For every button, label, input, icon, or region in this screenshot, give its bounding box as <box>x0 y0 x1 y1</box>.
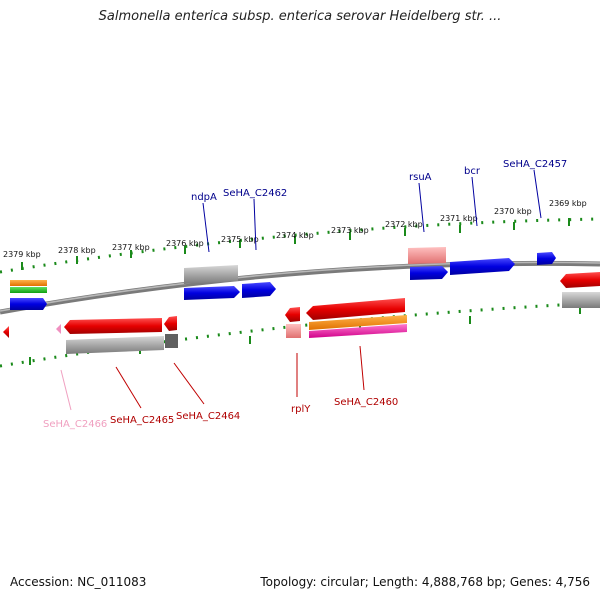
gene-gray-top <box>184 265 238 284</box>
scale-label: 2370 kbp <box>494 207 532 216</box>
gene-gray-right <box>562 292 600 308</box>
gene-SeHA-C2457 <box>537 252 556 265</box>
leader-line <box>173 362 205 405</box>
leader-line <box>418 182 425 233</box>
map-title: Salmonella enterica subsp. enterica sero… <box>98 9 502 24</box>
accession-text: Accession: NC_011083 <box>10 575 147 589</box>
gene-label: SeHA_C2464 <box>176 411 240 422</box>
gene-label: bcr <box>464 166 481 177</box>
gene-SeHA-C2460 <box>306 298 405 320</box>
scale-label: 2379 kbp <box>3 250 41 259</box>
gene-fragment-left <box>3 326 9 338</box>
leader-line <box>471 176 478 227</box>
gene-label: SeHA_C2460 <box>334 397 398 408</box>
gene-label: SeHA_C2466 <box>43 419 107 430</box>
gene-label: SeHA_C2457 <box>503 159 567 170</box>
gene-label: ndpA <box>191 192 217 203</box>
leader-line <box>115 366 142 409</box>
feature-orange <box>10 280 47 286</box>
gene-gray-bottom-left <box>66 336 164 354</box>
gene-label: rplY <box>291 404 311 415</box>
gene-label: SeHA_C2465 <box>110 415 174 426</box>
scale-label: 2373 kbp <box>331 226 369 235</box>
leader-line <box>359 345 365 391</box>
scale-label: 2371 kbp <box>440 214 478 223</box>
gene-label: rsuA <box>409 172 432 183</box>
gene-SeHA-C2464-gray <box>165 334 178 348</box>
feature-green <box>10 287 47 293</box>
gene-ndpA <box>184 286 240 300</box>
scale-label: 2372 kbp <box>385 220 423 229</box>
inner-major-ticks <box>29 306 581 365</box>
leader-line <box>60 369 72 411</box>
scale-label: 2374 kbp <box>276 231 314 240</box>
gene-SeHA-C2460-orange <box>309 315 407 330</box>
scale-label: 2376 kbp <box>166 239 204 248</box>
gene-reverse-right <box>560 272 600 288</box>
scale-label: 2378 kbp <box>58 246 96 255</box>
gene-rsuA-pink <box>408 247 446 264</box>
scale-label: 2375 kbp <box>221 235 259 244</box>
gene-rplY-pink <box>286 324 301 338</box>
scale-labels: 2379 kbp 2378 kbp 2377 kbp 2376 kbp 2375… <box>3 199 587 259</box>
scale-label: 2369 kbp <box>549 199 587 208</box>
leader-line <box>253 198 257 251</box>
outer-scale-ring <box>0 217 600 274</box>
genome-backbone <box>0 260 600 315</box>
gene-SeHA-C2462 <box>242 282 276 298</box>
gene-rplY <box>285 307 300 322</box>
gene-bcr <box>450 258 515 275</box>
scale-label: 2377 kbp <box>112 243 150 252</box>
gene-rsuA <box>410 266 448 280</box>
gene-SeHA-C2465 <box>64 318 162 334</box>
outer-major-ticks <box>21 218 570 270</box>
gene-SeHA-C2466 <box>56 324 61 334</box>
gene-SeHA-C2464 <box>164 316 177 331</box>
gene-label: SeHA_C2462 <box>223 188 287 199</box>
genome-stats-text: Topology: circular; Length: 4,888,768 bp… <box>260 575 590 589</box>
leader-line <box>533 169 542 219</box>
gene-forward <box>10 298 47 310</box>
leader-line <box>202 202 210 253</box>
gene-SeHA-C2460-magenta <box>309 324 407 338</box>
